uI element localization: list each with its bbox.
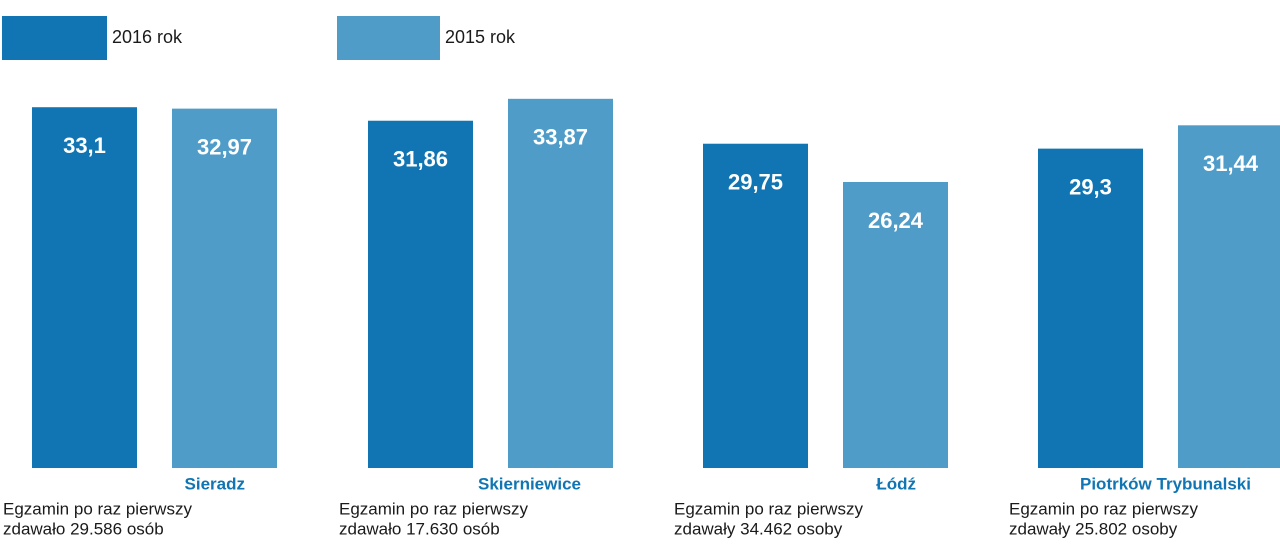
- bar-2-3: [843, 181, 948, 468]
- legend-swatch-1: [2, 16, 107, 60]
- note-line-2-2: zdawało 17.630 osób: [339, 519, 500, 538]
- bar-value-label-1-1: 33,1: [63, 133, 106, 158]
- note-line-1-4: Egzamin po raz pierwszy: [1009, 499, 1198, 518]
- category-label-2: Skierniewice: [478, 474, 581, 493]
- legend-label-1: 2016 rok: [112, 27, 183, 47]
- note-line-1-2: Egzamin po raz pierwszy: [339, 499, 528, 518]
- note-line-2-4: zdawały 25.802 osoby: [1009, 519, 1178, 538]
- bar-value-label-2-2: 33,87: [533, 125, 588, 150]
- note-line-1-1: Egzamin po raz pierwszy: [3, 499, 192, 518]
- note-line-2-1: zdawało 29.586 osób: [3, 519, 164, 538]
- bar-value-label-1-4: 29,3: [1069, 174, 1112, 199]
- bar-value-label-2-1: 32,97: [197, 134, 252, 159]
- bar-2-2: [508, 98, 613, 468]
- bar-value-label-2-3: 26,24: [868, 208, 924, 233]
- bar-2-4: [1178, 125, 1280, 468]
- category-label-1: Sieradz: [185, 474, 245, 493]
- legend-swatch-2: [337, 16, 440, 60]
- legend-label-2: 2015 rok: [445, 27, 516, 47]
- bar-1-2: [368, 120, 473, 468]
- bar-value-label-1-2: 31,86: [393, 147, 448, 172]
- bar-2-1: [172, 108, 277, 468]
- bar-value-label-2-4: 31,44: [1203, 151, 1259, 176]
- category-label-3: Łódź: [876, 474, 916, 493]
- category-label-4: Piotrków Trybunalski: [1080, 474, 1251, 493]
- bar-value-label-1-3: 29,75: [728, 170, 783, 195]
- bar-1-4: [1038, 148, 1143, 468]
- bar-1-3: [703, 143, 808, 468]
- bar-1-1: [32, 107, 137, 469]
- note-line-1-3: Egzamin po raz pierwszy: [674, 499, 863, 518]
- note-line-2-3: zdawały 34.462 osoby: [674, 519, 843, 538]
